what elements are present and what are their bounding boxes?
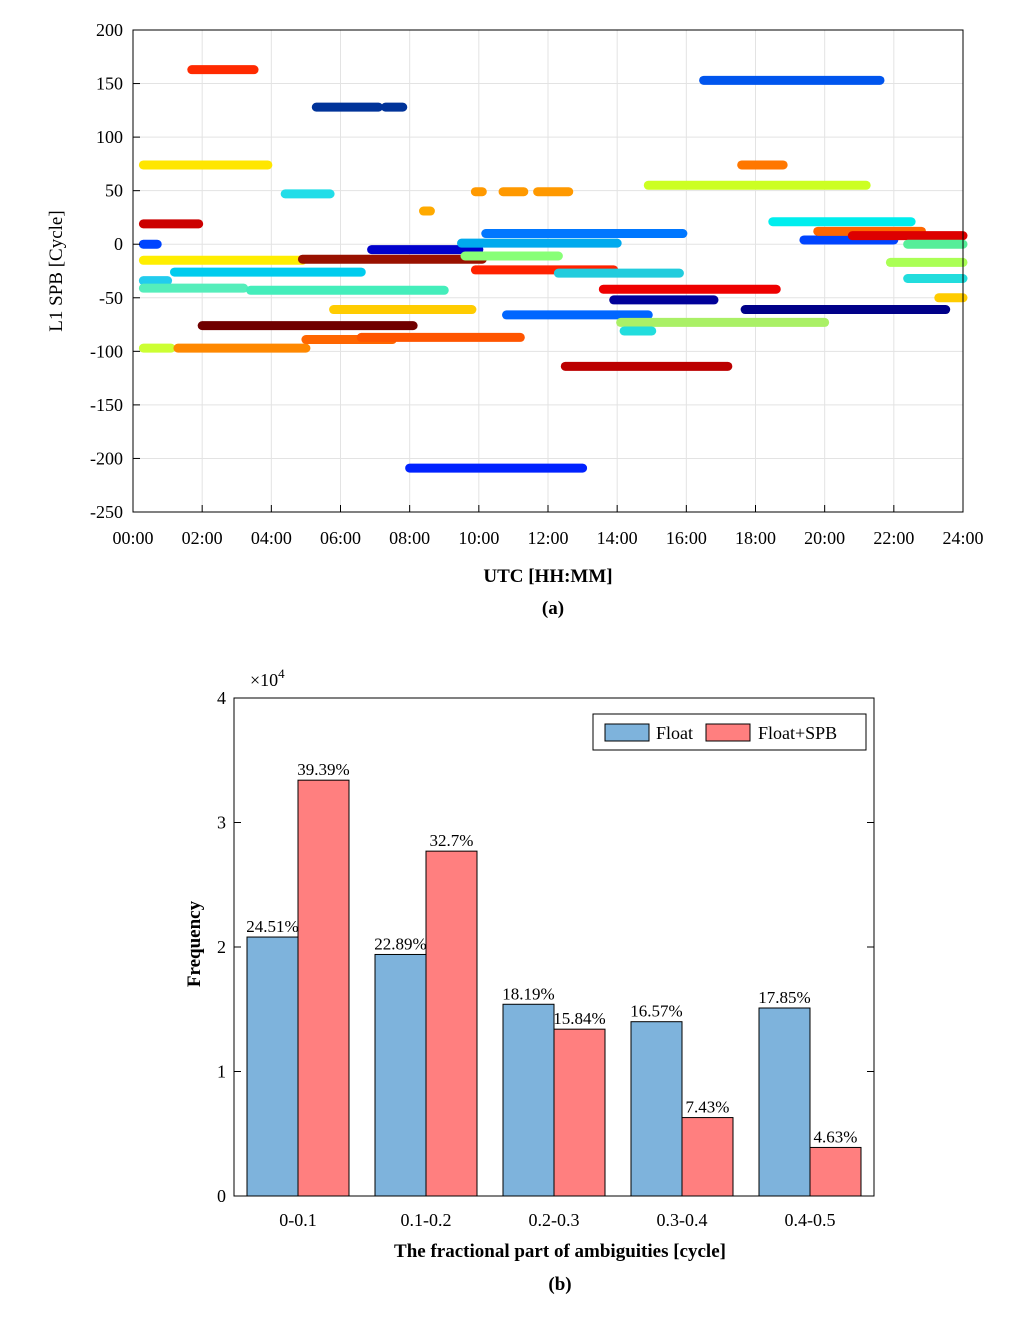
y-tick-label: 3 <box>217 813 226 833</box>
bar-float <box>630 1021 683 1197</box>
y-tick-label: 100 <box>96 127 123 147</box>
data-label: 17.85% <box>758 988 810 1007</box>
bar-float <box>758 1007 811 1197</box>
data-label: 16.57% <box>630 1002 682 1021</box>
x-tick-label: 12:00 <box>527 528 568 548</box>
bar-float-spb <box>809 1146 862 1197</box>
x-tick-label: 0-0.1 <box>279 1210 317 1230</box>
data-label: 32.7% <box>430 831 474 850</box>
data-label: 22.89% <box>374 934 426 953</box>
bar-float-spb <box>681 1117 734 1197</box>
x-tick-label: 00:00 <box>112 528 153 548</box>
chart-a-line-plot: 00:00 02:00 04:00 06:00 08:00 10:00 12:00 14:00… <box>46 20 984 619</box>
grid-a <box>132 29 964 513</box>
bar-float-spb <box>553 1028 606 1197</box>
data-label: 4.63% <box>814 1127 858 1146</box>
legend-label-float: Float <box>656 723 693 743</box>
x-axis-title-a: UTC [HH:MM] <box>483 566 612 587</box>
y-ticks-a: 200 150 100 50 0 -50 -100 -150 -200 -250 <box>90 20 140 522</box>
y-tick-label: 2 <box>217 937 226 957</box>
data-label: 15.84% <box>553 1009 605 1028</box>
bar-group <box>246 779 862 1197</box>
subplot-label-a: (a) <box>542 598 564 619</box>
y-tick-label: -250 <box>90 502 123 522</box>
y-tick-label: 200 <box>96 20 123 40</box>
x-tick-label: 20:00 <box>804 528 845 548</box>
x-tick-label: 16:00 <box>666 528 707 548</box>
y-axis-title-b: Frequency <box>184 900 205 987</box>
x-tick-label: 24:00 <box>942 528 983 548</box>
legend: Float Float+SPB <box>592 713 867 751</box>
y-tick-label: 4 <box>217 688 226 708</box>
x-tick-label: 10:00 <box>458 528 499 548</box>
y-tick-label: -50 <box>99 288 123 308</box>
y-tick-label: 1 <box>217 1062 226 1082</box>
chart-b-bar-chart: 24.51% 39.39% 22.89% 32.7% 18.19% 15.84% 16.57… <box>184 666 875 1295</box>
y-tick-label: 0 <box>114 234 123 254</box>
bar-float <box>502 1003 555 1197</box>
y-tick-label: 50 <box>105 181 123 201</box>
x-tick-label: 14:00 <box>597 528 638 548</box>
y-tick-label: 0 <box>217 1186 226 1206</box>
y-ticks-b: 0 1 2 3 4 <box>217 688 874 1206</box>
x-tick-label: 18:00 <box>735 528 776 548</box>
bar-float-spb <box>297 779 350 1197</box>
x-ticks-a: 00:00 02:00 04:00 06:00 08:00 10:00 12:00 14:00… <box>112 505 984 548</box>
y-tick-label: -150 <box>90 395 123 415</box>
x-tick-label: 22:00 <box>873 528 914 548</box>
data-label: 24.51% <box>246 917 298 936</box>
x-axis-title-b: The fractional part of ambiguities [cycl… <box>394 1241 726 1262</box>
y-tick-label: 150 <box>96 74 123 94</box>
x-tick-label: 0.1-0.2 <box>401 1210 452 1230</box>
y-axis-title-a: L1 SPB [Cycle] <box>46 210 67 331</box>
bar-float-spb <box>425 850 478 1197</box>
x-tick-label: 0.3-0.4 <box>657 1210 708 1230</box>
bar-float <box>374 953 427 1197</box>
x-ticks-b: 0-0.1 0.1-0.2 0.2-0.3 0.3-0.4 0.4-0.5 <box>279 1189 836 1230</box>
y-tick-label: -200 <box>90 448 123 468</box>
y-tick-label: -100 <box>90 341 123 361</box>
legend-swatch-float <box>604 723 650 742</box>
bar-float <box>246 936 299 1197</box>
x-tick-label: 04:00 <box>251 528 292 548</box>
y-multiplier: ×104 <box>250 666 285 690</box>
spb-series-group <box>138 65 968 473</box>
legend-label-float-spb: Float+SPB <box>758 723 837 743</box>
data-label: 18.19% <box>502 984 554 1003</box>
subplot-label-b: (b) <box>548 1274 571 1295</box>
data-label: 39.39% <box>297 760 349 779</box>
x-tick-label: 02:00 <box>182 528 223 548</box>
x-tick-label: 08:00 <box>389 528 430 548</box>
x-tick-label: 0.4-0.5 <box>785 1210 836 1230</box>
data-label: 7.43% <box>686 1098 730 1117</box>
legend-swatch-float-spb <box>705 723 751 742</box>
data-label-group: 24.51% 39.39% 22.89% 32.7% 18.19% 15.84% 16.57… <box>246 760 857 1146</box>
x-tick-label: 06:00 <box>320 528 361 548</box>
x-tick-label: 0.2-0.3 <box>529 1210 580 1230</box>
